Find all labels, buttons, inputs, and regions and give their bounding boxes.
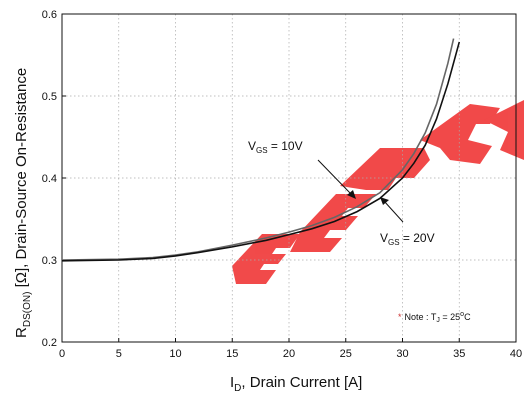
y-axis-title: RDS(ON) [Ω], Drain-Source On-Resistance [13,68,33,338]
x-tick-label: 15 [226,348,238,360]
x-tick-label: 25 [340,348,352,360]
label-vgs20: VGS = 20V [380,231,435,247]
arrow-vgs10-head [347,190,356,199]
series-lines [61,38,461,262]
y-tick-label: 0.4 [42,173,57,185]
tick-marks [61,13,517,343]
arrow-vgs10 [317,159,353,196]
arrow-vgs20 [383,200,404,223]
x-tick-labels: 0 5 10 15 20 25 30 35 40 [59,348,522,360]
y-tick-label: 0.5 [42,91,57,103]
y-tick-labels: 0.2 0.3 0.4 0.5 0.6 [42,9,57,349]
annotation-arrows [317,159,404,223]
x-tick-label: 40 [510,348,522,360]
arrow-vgs20-head [380,197,389,205]
series-line-vgs10 [61,38,455,261]
x-tick-label: 35 [453,348,465,360]
y-tick-label: 0.2 [42,337,57,349]
series-line-vgs20 [61,41,461,262]
y-tick-label: 0.6 [42,9,57,21]
note-temperature: * Note : TJ = 25oC [398,311,471,324]
x-tick-label: 0 [59,348,65,360]
x-axis-title: ID, Drain Current [A] [230,374,362,394]
label-vgs10: VGS = 10V [248,139,303,155]
x-tick-label: 30 [396,348,408,360]
x-tick-label: 10 [169,348,181,360]
watermark-logo [232,100,524,284]
y-tick-label: 0.3 [42,255,57,267]
x-tick-label: 5 [116,348,122,360]
x-tick-label: 20 [283,348,295,360]
